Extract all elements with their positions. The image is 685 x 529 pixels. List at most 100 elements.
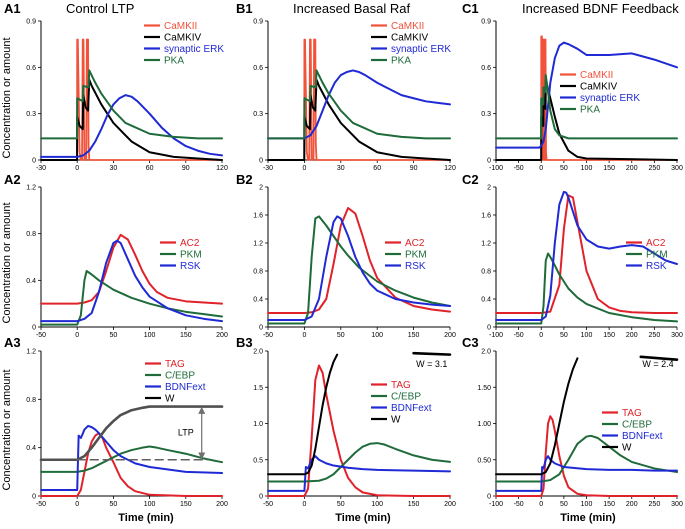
y-tick-label: 0.6 <box>481 65 491 72</box>
y-tick-label: 0.9 <box>253 19 263 26</box>
w-annotation: W = 2.4 <box>642 359 673 369</box>
legend-label: PKA <box>164 56 184 67</box>
y-tick-label: 0.8 <box>481 269 491 276</box>
legend-label: CaMKIV <box>391 33 429 44</box>
x-tick-label: 300 <box>671 332 683 339</box>
series-w-inset <box>639 355 679 362</box>
ltp-arrow-head-up <box>198 406 206 414</box>
x-tick-label: 100 <box>581 332 593 339</box>
y-tick-label: 2.0 <box>253 349 263 356</box>
series-pkm <box>40 270 223 326</box>
y-tick-label: 1.6 <box>481 213 491 220</box>
x-tick-label: 50 <box>337 501 345 508</box>
y-tick-label: 2 <box>487 185 491 192</box>
legend-label: TAG <box>165 359 185 370</box>
x-tick-label: 200 <box>626 332 638 339</box>
series-pkm <box>267 215 451 325</box>
panel-C2: C2 -100 -50 0 50 100 150 200 250 300 0 0.4 0.8 1.2 1.6… <box>462 172 683 339</box>
panel-title-C1: Increased BDNF Feedback <box>522 1 679 16</box>
series-tag <box>495 415 678 497</box>
xlabel-col1: Time (min) <box>118 512 174 524</box>
x-tick-label: 100 <box>144 332 156 339</box>
x-tick-label: 50 <box>560 501 568 508</box>
legend-label: AC2 <box>180 238 200 249</box>
y-tick-label: 0.9 <box>26 19 36 26</box>
y-tick-label: 0.9 <box>481 19 491 26</box>
series-w <box>495 357 579 476</box>
y-tick-label: 0.8 <box>26 231 36 238</box>
x-tick-label: 0 <box>75 332 79 339</box>
panel-C1: C1 Increased BDNF Feedback -100 -50 0 50 100 15… <box>462 1 683 172</box>
x-tick-label: 300 <box>671 501 683 508</box>
y-tick-label: 0 <box>487 494 491 501</box>
series-bdnfext <box>495 455 678 492</box>
x-tick-label: 0 <box>302 332 306 339</box>
x-tick-label: 200 <box>216 332 228 339</box>
x-tick-label: 250 <box>649 165 661 172</box>
y-tick-label: 2 <box>259 185 263 192</box>
series-ac2 <box>40 233 223 305</box>
legend-label: TAG <box>622 408 642 419</box>
series-pkm <box>495 252 678 325</box>
series-c-ebp <box>495 434 678 483</box>
x-tick-label: 60 <box>146 165 154 172</box>
y-tick-label: 0 <box>487 158 491 165</box>
y-tick-label: 0 <box>259 494 263 501</box>
x-tick-label: 0 <box>75 501 79 508</box>
x-tick-label: 150 <box>408 501 420 508</box>
ylabel-row1: Concentration or amount <box>1 37 13 158</box>
legend-label: BDNFext <box>622 431 663 442</box>
y-tick-label: 1.0 <box>253 421 263 428</box>
x-tick-label: 100 <box>581 501 593 508</box>
y-tick-label: 0.8 <box>253 269 263 276</box>
legend-label: W <box>165 394 175 405</box>
legend-label: BDNFext <box>391 403 432 414</box>
x-tick-label: 250 <box>649 332 661 339</box>
legend-label: PKA <box>391 56 411 67</box>
x-tick-label: 300 <box>671 165 683 172</box>
panel-title-A1: Control LTP <box>66 1 134 16</box>
legend-label: RSK <box>405 261 426 272</box>
x-tick-label: -30 <box>263 165 273 172</box>
y-tick-label: 0.3 <box>481 111 491 118</box>
w-annotation: W = 3.1 <box>416 359 447 369</box>
y-tick-label: 0.3 <box>26 111 36 118</box>
legend-label: synaptic ERK <box>391 44 451 55</box>
series-tag <box>267 364 451 497</box>
series-synaptic-erk <box>267 69 451 140</box>
series-camkiv <box>40 78 223 161</box>
panel-label-B1: B1 <box>236 1 253 16</box>
series-synaptic-erk <box>40 94 223 158</box>
legend-label: synaptic ERK <box>580 93 640 104</box>
y-tick-label: 1.50 <box>477 385 491 392</box>
series-w <box>267 353 339 476</box>
y-tick-label: 0.4 <box>26 445 36 452</box>
panel-B1: B1 Increased Basal Raf-30 0 30 60 90 12000.30.… <box>236 1 456 172</box>
x-tick-label: -50 <box>36 332 46 339</box>
y-tick-label: 0.5 <box>253 457 263 464</box>
panel-label-A1: A1 <box>4 1 21 16</box>
x-tick-label: 200 <box>444 332 456 339</box>
y-tick-label: 0.50 <box>477 457 491 464</box>
x-tick-label: -50 <box>36 501 46 508</box>
x-tick-label: 0 <box>75 165 79 172</box>
x-tick-label: 100 <box>371 501 383 508</box>
series-c-ebp <box>267 442 451 483</box>
x-tick-label: 250 <box>649 501 661 508</box>
panel-label-B2: B2 <box>236 172 253 187</box>
series-rsk <box>40 239 223 323</box>
legend-label: W <box>622 443 632 454</box>
series-pka <box>495 74 678 140</box>
x-tick-label: 150 <box>180 332 192 339</box>
x-tick-label: -50 <box>514 501 524 508</box>
panel-C3: C3 -100 -50 0 50 100 150 200 250 300 0 0.50 1.00 1.50… <box>462 335 683 508</box>
x-tick-label: 90 <box>182 165 190 172</box>
y-tick-label: 0 <box>487 325 491 332</box>
legend-label: AC2 <box>405 238 425 249</box>
y-tick-label: 2.0 <box>481 349 491 356</box>
x-tick-label: 100 <box>144 501 156 508</box>
panel-label-B3: B3 <box>236 335 253 350</box>
y-tick-label: 0 <box>32 494 36 501</box>
